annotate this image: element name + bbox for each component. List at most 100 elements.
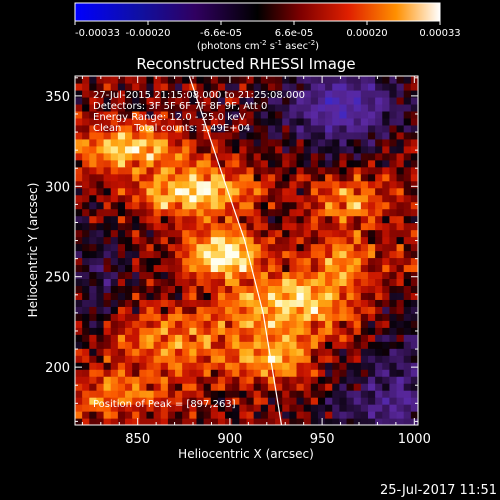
heatmap-cell (75, 138, 83, 147)
heatmap-cell (217, 334, 226, 342)
heatmap-cell (339, 362, 348, 370)
heatmap-cell (167, 292, 176, 300)
heatmap-cell (232, 313, 240, 321)
heatmap-cell (353, 271, 362, 280)
heatmap-cell (246, 103, 255, 112)
heatmap-cell (389, 271, 398, 280)
heatmap-cell (210, 299, 219, 307)
heatmap-cell (410, 320, 418, 328)
heatmap-cell (317, 180, 326, 189)
heatmap-cell (346, 362, 355, 370)
heatmap-cell (217, 138, 226, 147)
heatmap-cell (332, 369, 340, 377)
heatmap-cell (175, 348, 183, 356)
heatmap-cell (189, 376, 198, 384)
heatmap-cell (339, 257, 348, 266)
heatmap-cell (275, 89, 283, 98)
heatmap-cell (296, 383, 305, 391)
heatmap-cell (125, 194, 133, 203)
heatmap-cell (82, 257, 90, 266)
heatmap-cell (410, 411, 418, 419)
heatmap-cell (96, 306, 105, 314)
heatmap-cell (360, 306, 369, 314)
heatmap-cell (89, 327, 98, 335)
heatmap-cell (317, 215, 326, 224)
heatmap-cell (353, 152, 362, 161)
heatmap-cell (289, 236, 298, 245)
heatmap-cell (389, 208, 398, 217)
heatmap-cell (139, 96, 148, 105)
heatmap-cell (389, 103, 398, 112)
heatmap-cell (203, 236, 212, 245)
heatmap-cell (367, 341, 376, 349)
heatmap-cell (117, 257, 126, 266)
heatmap-cell (360, 257, 369, 266)
heatmap-cell (196, 404, 205, 412)
heatmap-cell (360, 124, 369, 133)
heatmap-cell (325, 89, 333, 98)
heatmap-cell (332, 138, 340, 147)
heatmap-cell (375, 390, 383, 398)
heatmap-cell (146, 131, 155, 140)
heatmap-cell (103, 173, 112, 182)
heatmap-cell (396, 383, 405, 391)
heatmap-cell (160, 285, 169, 293)
heatmap-cell (239, 236, 248, 245)
heatmap-cell (125, 397, 133, 405)
heatmap-cell (310, 390, 319, 398)
heatmap-cell (389, 152, 398, 161)
heatmap-cell (196, 418, 205, 425)
heatmap-cell (317, 348, 326, 356)
heatmap-cell (117, 229, 126, 238)
heatmap-cell (403, 362, 412, 370)
heatmap-cell (246, 145, 255, 154)
heatmap-cell (310, 404, 319, 412)
heatmap-cell (139, 264, 148, 273)
heatmap-cell (203, 341, 212, 349)
heatmap-cell (310, 341, 319, 349)
heatmap-cell (139, 313, 148, 321)
heatmap-cell (75, 152, 83, 161)
heatmap-cell (339, 376, 348, 384)
heatmap-cell (346, 82, 355, 91)
heatmap-cell (210, 334, 219, 342)
heatmap-cell (303, 299, 312, 307)
heatmap-cell (132, 341, 140, 349)
heatmap-cell (403, 306, 412, 314)
heatmap-cell (232, 264, 240, 273)
heatmap-cell (225, 173, 233, 182)
heatmap-cell (246, 194, 255, 203)
heatmap-cell (289, 418, 298, 425)
heatmap-cell (275, 320, 283, 328)
heatmap-cell (132, 159, 140, 168)
heatmap-cell (175, 145, 183, 154)
heatmap-cell (160, 404, 169, 412)
heatmap-cell (132, 110, 140, 119)
heatmap-cell (82, 397, 90, 405)
heatmap-cell (146, 369, 155, 377)
heatmap-cell (267, 320, 276, 328)
heatmap-cell (339, 243, 348, 252)
heatmap-cell (117, 341, 126, 349)
heatmap-cell (153, 257, 162, 266)
heatmap-cell (139, 243, 148, 252)
heatmap-cell (189, 355, 198, 363)
heatmap-cell (403, 355, 412, 363)
heatmap-cell (396, 201, 405, 210)
heatmap-cell (282, 397, 290, 405)
heatmap-cell (303, 138, 312, 147)
heatmap-cell (182, 250, 190, 259)
heatmap-cell (375, 229, 383, 238)
heatmap-cell (217, 348, 226, 356)
heatmap-cell (203, 313, 212, 321)
heatmap-cell (167, 369, 176, 377)
heatmap-cell (410, 159, 418, 168)
heatmap-cell (203, 145, 212, 154)
heatmap-cell (139, 404, 148, 412)
heatmap-cell (96, 124, 105, 133)
heatmap-cell (125, 411, 133, 419)
heatmap-cell (139, 215, 148, 224)
heatmap-cell (182, 229, 190, 238)
heatmap-cell (217, 306, 226, 314)
heatmap-cell (260, 145, 269, 154)
